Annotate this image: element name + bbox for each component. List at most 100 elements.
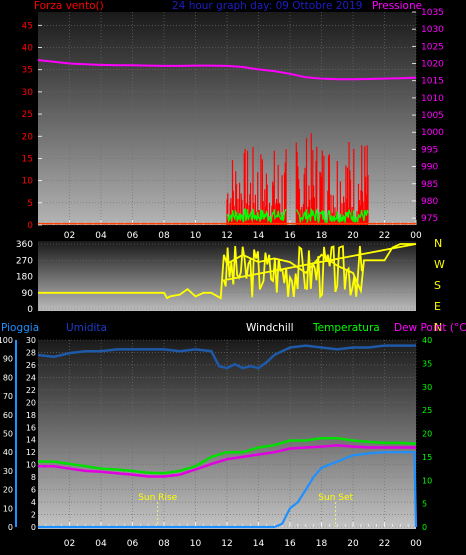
x-tick-label: 16 bbox=[284, 231, 296, 241]
series-2 bbox=[38, 243, 417, 300]
right-tick-label: 980 bbox=[421, 197, 438, 207]
temp-tick-label: 0 bbox=[422, 523, 427, 532]
mm-tick-label: 10 bbox=[26, 461, 36, 470]
series-pioggia bbox=[38, 451, 418, 529]
pct-tick-label: 10 bbox=[3, 504, 13, 513]
x-tick-label: 08 bbox=[158, 539, 170, 549]
left-tick-label: 0 bbox=[27, 221, 33, 231]
mm-tick-label: 26 bbox=[26, 361, 36, 370]
left-tick-label: 40 bbox=[22, 44, 34, 54]
temp-tick-label: 10 bbox=[422, 476, 432, 485]
dir-tick-label: 270 bbox=[16, 256, 33, 266]
pct-tick-label: 100 bbox=[0, 336, 13, 345]
left-tick-label: 15 bbox=[22, 154, 33, 164]
left-title: Forza vento() bbox=[34, 0, 104, 12]
temp-tick-label: 30 bbox=[422, 383, 432, 392]
right-tick-label: 975 bbox=[421, 214, 438, 224]
x-tick-label: 12 bbox=[221, 539, 232, 549]
series-3: Sun Rise Sun Set bbox=[37, 344, 418, 529]
right-tick-label: 1025 bbox=[421, 42, 444, 52]
pct-tick-label: 80 bbox=[3, 373, 13, 382]
x-tick-label: 04 bbox=[95, 539, 107, 549]
left-tick-label: 25 bbox=[22, 110, 33, 120]
mm-tick-label: 16 bbox=[26, 423, 36, 432]
plot-area-3 bbox=[38, 340, 416, 529]
mm-tick-label: 18 bbox=[26, 411, 36, 420]
left-tick-label: 10 bbox=[22, 177, 34, 187]
right-title: Pressione bbox=[372, 0, 422, 12]
x-tick-label: 00 bbox=[410, 539, 422, 549]
mm-tick-label: 30 bbox=[26, 336, 36, 345]
series-1 bbox=[37, 59, 417, 225]
compass-label: N bbox=[434, 237, 442, 250]
dir-tick-label: 180 bbox=[16, 273, 33, 283]
mm-tick-label: 8 bbox=[31, 473, 36, 482]
x-tick-label: 16 bbox=[284, 539, 296, 549]
x-tick-label: 18 bbox=[316, 231, 328, 241]
direction-line bbox=[38, 243, 417, 300]
x-tick-label: 20 bbox=[347, 539, 359, 549]
mm-tick-label: 24 bbox=[26, 373, 36, 382]
sun-marker-label: Sun Set bbox=[318, 493, 353, 503]
legend-item: Windchill bbox=[246, 322, 294, 334]
legend-item: Dew Point (°C) bbox=[394, 322, 466, 334]
legend-item: Umidita bbox=[66, 322, 107, 334]
compass-label: N bbox=[434, 321, 442, 334]
x-tick-label: 20 bbox=[347, 231, 359, 241]
series-umidita bbox=[37, 344, 416, 370]
pct-tick-label: 20 bbox=[3, 486, 13, 495]
pct-tick-label: 90 bbox=[3, 355, 13, 364]
pct-tick-label: 60 bbox=[3, 411, 13, 420]
dir-tick-label: 0 bbox=[27, 305, 33, 315]
pressure-line bbox=[37, 59, 417, 81]
mm-tick-label: 22 bbox=[26, 386, 36, 395]
plot-area-1 bbox=[38, 12, 416, 225]
x-tick-label: 10 bbox=[190, 539, 202, 549]
legend-item: Pioggia bbox=[1, 322, 39, 334]
temp-tick-label: 5 bbox=[422, 500, 427, 509]
pct-tick-label: 40 bbox=[3, 448, 13, 457]
x-tick-label: 02 bbox=[64, 231, 75, 241]
right-tick-label: 1020 bbox=[421, 60, 444, 70]
mm-tick-label: 20 bbox=[26, 398, 36, 407]
right-tick-label: 995 bbox=[421, 145, 438, 155]
left-tick-label: 5 bbox=[27, 199, 33, 209]
x-tick-label: 06 bbox=[127, 539, 139, 549]
right-tick-label: 1000 bbox=[421, 128, 444, 138]
wind-avg-line bbox=[295, 207, 369, 225]
temp-tick-label: 35 bbox=[422, 359, 432, 368]
wind-avg-line bbox=[226, 207, 287, 224]
mm-tick-label: 0 bbox=[31, 523, 36, 532]
x-tick-label: 18 bbox=[316, 539, 328, 549]
right-tick-label: 1030 bbox=[421, 25, 444, 35]
right-tick-label: 1035 bbox=[421, 8, 444, 18]
pct-tick-label: 70 bbox=[3, 392, 13, 401]
x-tick-label: 14 bbox=[253, 231, 265, 241]
left-tick-label: 20 bbox=[22, 132, 34, 142]
mm-tick-label: 14 bbox=[26, 436, 36, 445]
left-tick-label: 35 bbox=[22, 66, 33, 76]
right-tick-label: 990 bbox=[421, 163, 438, 173]
dir-tick-label: 360 bbox=[16, 240, 33, 250]
left-tick-label: 30 bbox=[22, 88, 34, 98]
center-title: 24 hour graph day: 09 Ottobre 2019 bbox=[172, 0, 362, 12]
compass-label: S bbox=[434, 279, 441, 292]
mm-tick-label: 6 bbox=[31, 486, 36, 495]
x-tick-label: 12 bbox=[221, 231, 232, 241]
x-tick-label: 02 bbox=[64, 539, 75, 549]
x-tick-label: 22 bbox=[379, 231, 390, 241]
x-tick-label: 14 bbox=[253, 539, 265, 549]
mm-tick-label: 12 bbox=[26, 448, 36, 457]
x-tick-label: 00 bbox=[410, 231, 422, 241]
right-tick-label: 1005 bbox=[421, 111, 444, 121]
temp-tick-label: 25 bbox=[422, 406, 432, 415]
x-tick-label: 22 bbox=[379, 539, 390, 549]
legend-item: Temperatura bbox=[312, 322, 380, 334]
x-tick-label: 04 bbox=[95, 231, 107, 241]
series-dew-point bbox=[38, 443, 416, 478]
series-temperatura bbox=[38, 436, 417, 475]
mm-tick-label: 2 bbox=[31, 511, 36, 520]
